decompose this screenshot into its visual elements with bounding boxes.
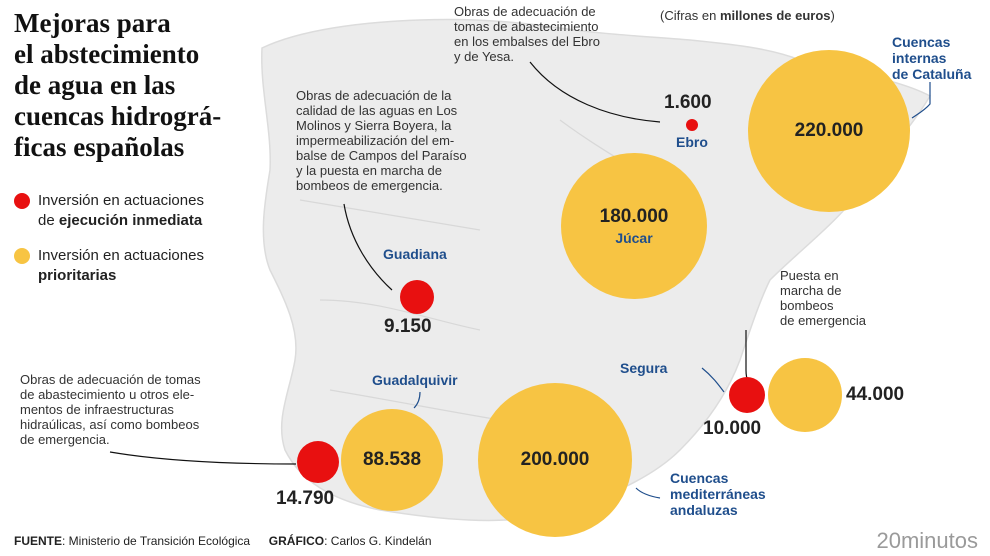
- title-line: cuencas hidrográ-: [14, 101, 222, 131]
- legend-immediate-text: Inversión en actuaciones: [38, 192, 204, 209]
- value-ebro-red: 1.600: [664, 92, 712, 113]
- page-title: Mejoras para el abstecimiento de agua en…: [14, 8, 274, 163]
- footer: FUENTE: Ministerio de Transición Ecológi…: [14, 534, 432, 548]
- bubble-jucar-yellow: 180.000 Júcar: [561, 153, 707, 299]
- bubble-guadalquivir-red: [297, 441, 339, 483]
- footer-graphic: : Carlos G. Kindelán: [324, 534, 432, 548]
- bubble-guadalquivir-yellow: 88.538: [341, 409, 443, 511]
- footer-source-label: FUENTE: [14, 534, 62, 548]
- value-guadalquivir-yellow: 88.538: [362, 449, 422, 470]
- legend-priority-bold: prioritarias: [38, 267, 117, 284]
- bubble-andaluzas-yellow: 200.000: [478, 383, 632, 537]
- map-rivers: [299, 119, 681, 421]
- leader-ebro: [529, 61, 661, 123]
- yellow-dot-icon: [14, 248, 30, 264]
- footer-source: : Ministerio de Transición Ecológica: [62, 534, 251, 548]
- label-andaluzas: Cuencas mediterráneas andaluzas: [670, 470, 766, 518]
- brand-logo: 20minutos: [876, 528, 978, 553]
- bubble-guadiana-red: [400, 280, 434, 314]
- bubble-segura-red: [729, 377, 765, 413]
- note-ebro: Obras de adecuación de tomas de abastecim…: [454, 4, 600, 64]
- value-segura-red: 10.000: [703, 418, 762, 439]
- title-line: Mejoras para: [14, 8, 171, 38]
- note-segura: Puesta en marcha de bombeos de emergencia: [780, 268, 866, 328]
- title-line: ficas españolas: [14, 132, 185, 162]
- label-guadalquivir: Guadalquivir: [372, 372, 458, 388]
- legend-priority-text: Inversión en actuaciones: [38, 247, 204, 264]
- label-cataluna: Cuencas internas de Cataluña: [892, 34, 972, 82]
- title-line: el abstecimiento: [14, 39, 200, 69]
- bubble-ebro-red: [686, 119, 698, 131]
- leader-guadalquivir-label: [413, 391, 421, 409]
- legend-immediate-bold: ejecución inmediata: [58, 212, 203, 229]
- leader-cataluna: [911, 82, 931, 119]
- leader-guadiana: [343, 203, 393, 291]
- value-cataluna-yellow: 220.000: [794, 120, 864, 141]
- value-andaluzas-yellow: 200.000: [520, 449, 590, 470]
- value-guadalquivir-red: 14.790: [276, 488, 335, 509]
- leader-andaluzas: [635, 487, 661, 499]
- value-segura-yellow: 44.000: [846, 384, 905, 405]
- footer-graphic-label: GRÁFICO: [268, 534, 325, 548]
- red-dot-icon: [14, 193, 30, 209]
- unit-note: (Cifras en millones de euros): [660, 8, 835, 23]
- value-guadiana-red: 9.150: [384, 316, 432, 337]
- bubble-segura-yellow: [768, 358, 842, 432]
- title-line: de agua en las: [14, 70, 176, 100]
- leader-guadalquivir: [109, 451, 297, 465]
- bubble-cataluna-yellow: 220.000: [748, 50, 910, 212]
- note-guadalquivir: Obras de adecuación de tomas de abastecim…: [20, 372, 201, 447]
- label-ebro: Ebro: [676, 134, 708, 150]
- leader-segura-label: [701, 367, 725, 393]
- legend-immediate-prefix: de: [38, 212, 59, 229]
- label-segura: Segura: [620, 360, 668, 376]
- value-jucar-yellow: 180.000: [599, 206, 669, 227]
- note-guadiana: Obras de adecuación de la calidad de las …: [296, 88, 467, 193]
- label-guadiana: Guadiana: [383, 246, 447, 262]
- label-jucar: Júcar: [615, 230, 653, 246]
